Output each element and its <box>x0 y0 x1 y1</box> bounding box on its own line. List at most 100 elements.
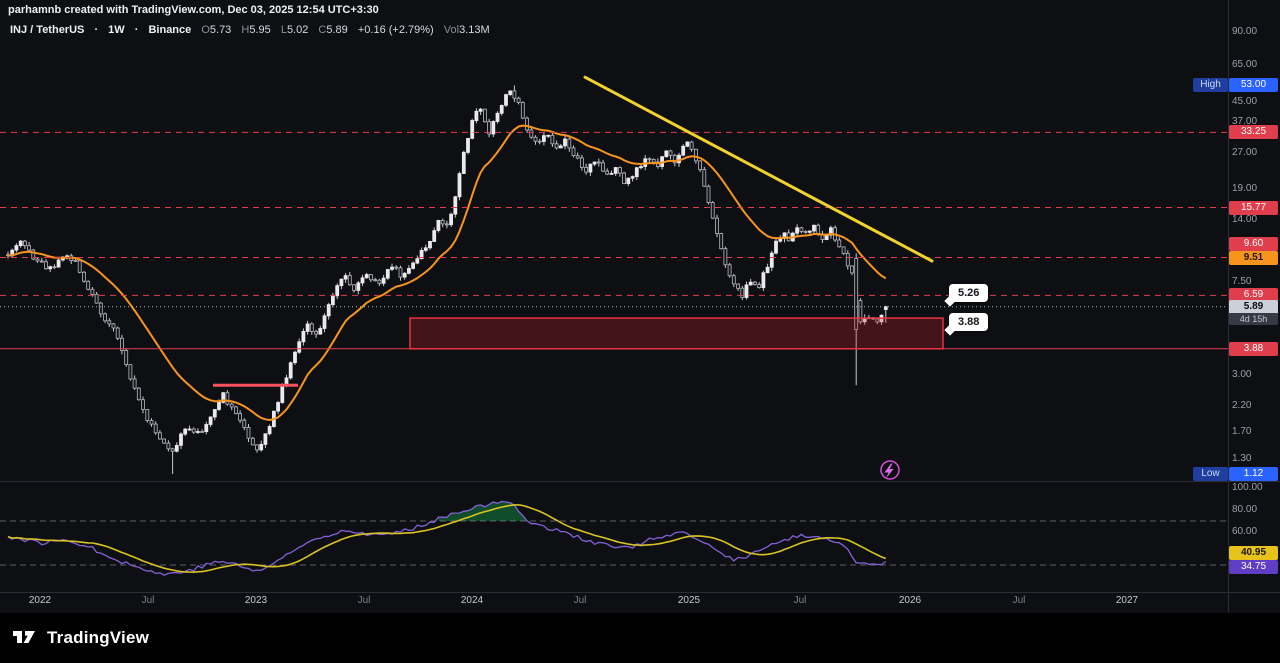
time-label-2024[interactable]: 2024 <box>460 595 484 606</box>
low-value: L5.02 <box>281 24 309 36</box>
callout-text: 5.26 <box>958 287 980 299</box>
candle-body <box>491 121 496 135</box>
time-label-Jul[interactable]: Jul <box>357 595 371 606</box>
candle-body <box>225 392 230 405</box>
price-callout-upper[interactable]: 5.26 <box>949 284 989 302</box>
candle-body <box>111 323 116 329</box>
candle-body <box>664 150 669 158</box>
candle-body <box>774 240 778 254</box>
candle-body <box>318 328 323 335</box>
volume-label: Vol <box>443 24 460 36</box>
candle-body <box>816 224 821 235</box>
symbol-title[interactable]: INJ / TetherUS <box>10 24 85 36</box>
candle-body <box>668 150 673 156</box>
chart-canvas[interactable] <box>0 0 1280 612</box>
candle-body <box>293 351 297 364</box>
open-value: O5.73 <box>201 24 231 36</box>
candle-body <box>727 264 732 277</box>
candle-body <box>807 230 812 233</box>
time-label-2025[interactable]: 2025 <box>677 595 701 606</box>
candle-body <box>368 274 373 281</box>
candle-body <box>356 282 361 291</box>
candle-body <box>444 223 449 226</box>
candle-body <box>845 252 850 267</box>
time-label-2023[interactable]: 2023 <box>244 595 268 606</box>
footer-bar: TradingView <box>0 613 1280 663</box>
time-label-Jul[interactable]: Jul <box>793 595 807 606</box>
candle-body <box>86 280 91 290</box>
candle-body <box>406 268 411 274</box>
candle-body <box>563 138 567 147</box>
candle-body <box>246 426 251 439</box>
candle-body <box>322 315 327 329</box>
candle-body <box>550 134 555 145</box>
candle-body <box>297 341 302 353</box>
time-label-2027[interactable]: 2027 <box>1115 595 1139 606</box>
candle-body <box>174 444 179 452</box>
candle-body <box>103 313 107 322</box>
candle-body <box>428 240 432 249</box>
candle-body <box>618 167 622 174</box>
interval-label[interactable]: 1W <box>108 24 125 36</box>
rsi-pane[interactable] <box>0 500 1228 576</box>
candle-body <box>27 245 32 251</box>
candle-body <box>73 260 78 262</box>
candle-body <box>90 288 95 295</box>
candle-body <box>305 323 310 332</box>
symbol-info-bar[interactable]: INJ / TetherUS · 1W · Binance O5.73 H5.9… <box>10 24 497 36</box>
candle-body <box>757 284 762 288</box>
tradingview-brand-text[interactable]: TradingView <box>47 628 150 647</box>
candle-body <box>394 266 399 269</box>
candle-body <box>18 240 23 247</box>
candle-body <box>339 278 344 287</box>
descending-trendline[interactable] <box>583 75 934 263</box>
candle-body <box>115 327 120 339</box>
candle-body <box>567 138 572 149</box>
candle-body <box>837 239 842 248</box>
candles-layer[interactable] <box>6 85 888 474</box>
time-label-Jul[interactable]: Jul <box>1012 595 1026 606</box>
rsi-ma-line[interactable] <box>7 504 887 574</box>
candle-body <box>373 279 378 282</box>
candle-body <box>850 265 854 274</box>
time-label-Jul[interactable]: Jul <box>573 595 587 606</box>
candle-body <box>588 163 593 173</box>
high-label: H <box>241 24 250 36</box>
candle-body <box>432 230 437 242</box>
candle-body <box>208 416 213 425</box>
candle-body <box>157 432 162 440</box>
candle-body <box>605 170 610 175</box>
time-label-Jul[interactable]: Jul <box>141 595 155 606</box>
change-value: +0.16 (+2.79%) <box>357 24 434 36</box>
candle-body <box>436 219 441 231</box>
moving-average-line[interactable] <box>7 124 887 421</box>
supply-demand-zone[interactable] <box>409 317 944 350</box>
volume-number: 3.13M <box>459 24 490 36</box>
candle-body <box>487 121 492 135</box>
candle-body <box>276 402 281 412</box>
candle-body <box>56 259 61 268</box>
price-callout-lower[interactable]: 3.88 <box>949 313 989 331</box>
candle-body <box>601 162 605 172</box>
candle-body <box>630 176 635 179</box>
candle-body <box>415 258 420 264</box>
time-axis[interactable]: 2022 Jul 2023 Jul 2024 Jul 2025 Jul 2026 Jul 2027 <box>0 595 1280 612</box>
candle-body <box>162 438 167 444</box>
candle-body <box>672 154 677 164</box>
candle-body <box>554 143 559 149</box>
candle-body <box>525 117 529 131</box>
candle-body <box>136 387 141 401</box>
candle-body <box>466 137 470 153</box>
candle-body <box>744 284 749 298</box>
high-number: 5.95 <box>249 24 271 36</box>
tradingview-logo-icon[interactable] <box>12 626 38 650</box>
flash-marker-icon[interactable] <box>880 460 900 480</box>
rsi-line[interactable] <box>7 500 887 576</box>
candle-body <box>508 90 513 96</box>
candle-body <box>195 431 200 433</box>
time-label-2022[interactable]: 2022 <box>28 595 52 606</box>
time-label-2026[interactable]: 2026 <box>898 595 922 606</box>
candle-body <box>740 287 745 298</box>
candle-body <box>120 337 124 351</box>
candle-body <box>326 304 331 317</box>
